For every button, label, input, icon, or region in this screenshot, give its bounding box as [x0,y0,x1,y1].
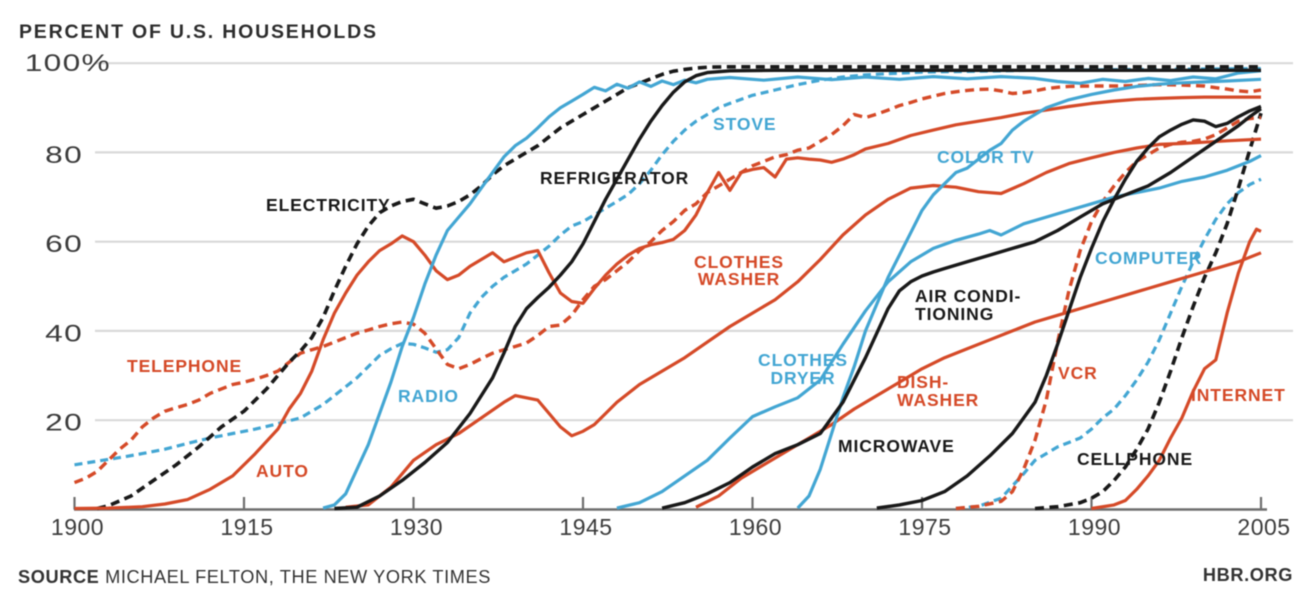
svg-text:RADIO: RADIO [398,386,459,406]
svg-text:COLOR TV: COLOR TV [937,147,1035,167]
svg-text:CLOTHES: CLOTHES [758,350,848,370]
svg-text:20: 20 [45,409,83,435]
svg-text:STOVE: STOVE [713,114,777,134]
svg-text:TELEPHONE: TELEPHONE [127,356,242,376]
svg-text:MICROWAVE: MICROWAVE [838,436,955,456]
svg-text:1900: 1900 [51,514,104,540]
svg-text:60: 60 [45,231,83,257]
svg-text:40: 40 [45,320,83,346]
svg-text:CELLPHONE: CELLPHONE [1077,449,1193,469]
svg-text:1915: 1915 [220,514,273,540]
svg-text:PERCENT OF U.S. HOUSEHOLDS: PERCENT OF U.S. HOUSEHOLDS [19,21,378,43]
svg-text:1930: 1930 [390,514,443,540]
svg-text:1960: 1960 [729,514,782,540]
svg-text:DISH-: DISH- [897,372,949,392]
svg-text:VCR: VCR [1058,363,1098,383]
svg-text:CLOTHES: CLOTHES [694,252,784,272]
svg-text:TIONING: TIONING [915,304,994,324]
svg-text:ELECTRICITY: ELECTRICITY [266,195,391,215]
svg-text:HBR.ORG: HBR.ORG [1203,565,1293,585]
svg-text:SOURCE MICHAEL FELTON, THE NEW: SOURCE MICHAEL FELTON, THE NEW YORK TIME… [18,567,491,587]
svg-text:DRYER: DRYER [770,368,835,388]
svg-text:1975: 1975 [898,514,951,540]
svg-text:WASHER: WASHER [698,269,780,289]
svg-text:2005: 2005 [1237,514,1290,540]
svg-text:REFRIGERATOR: REFRIGERATOR [540,168,689,188]
svg-text:AIR CONDI-: AIR CONDI- [915,286,1021,306]
svg-text:1945: 1945 [559,514,612,540]
svg-text:80: 80 [45,142,83,168]
svg-text:INTERNET: INTERNET [1191,385,1286,405]
svg-text:1990: 1990 [1068,514,1121,540]
svg-text:WASHER: WASHER [897,390,979,410]
svg-text:COMPUTER: COMPUTER [1095,248,1202,268]
svg-text:AUTO: AUTO [256,461,309,481]
svg-text:100%: 100% [25,50,111,76]
